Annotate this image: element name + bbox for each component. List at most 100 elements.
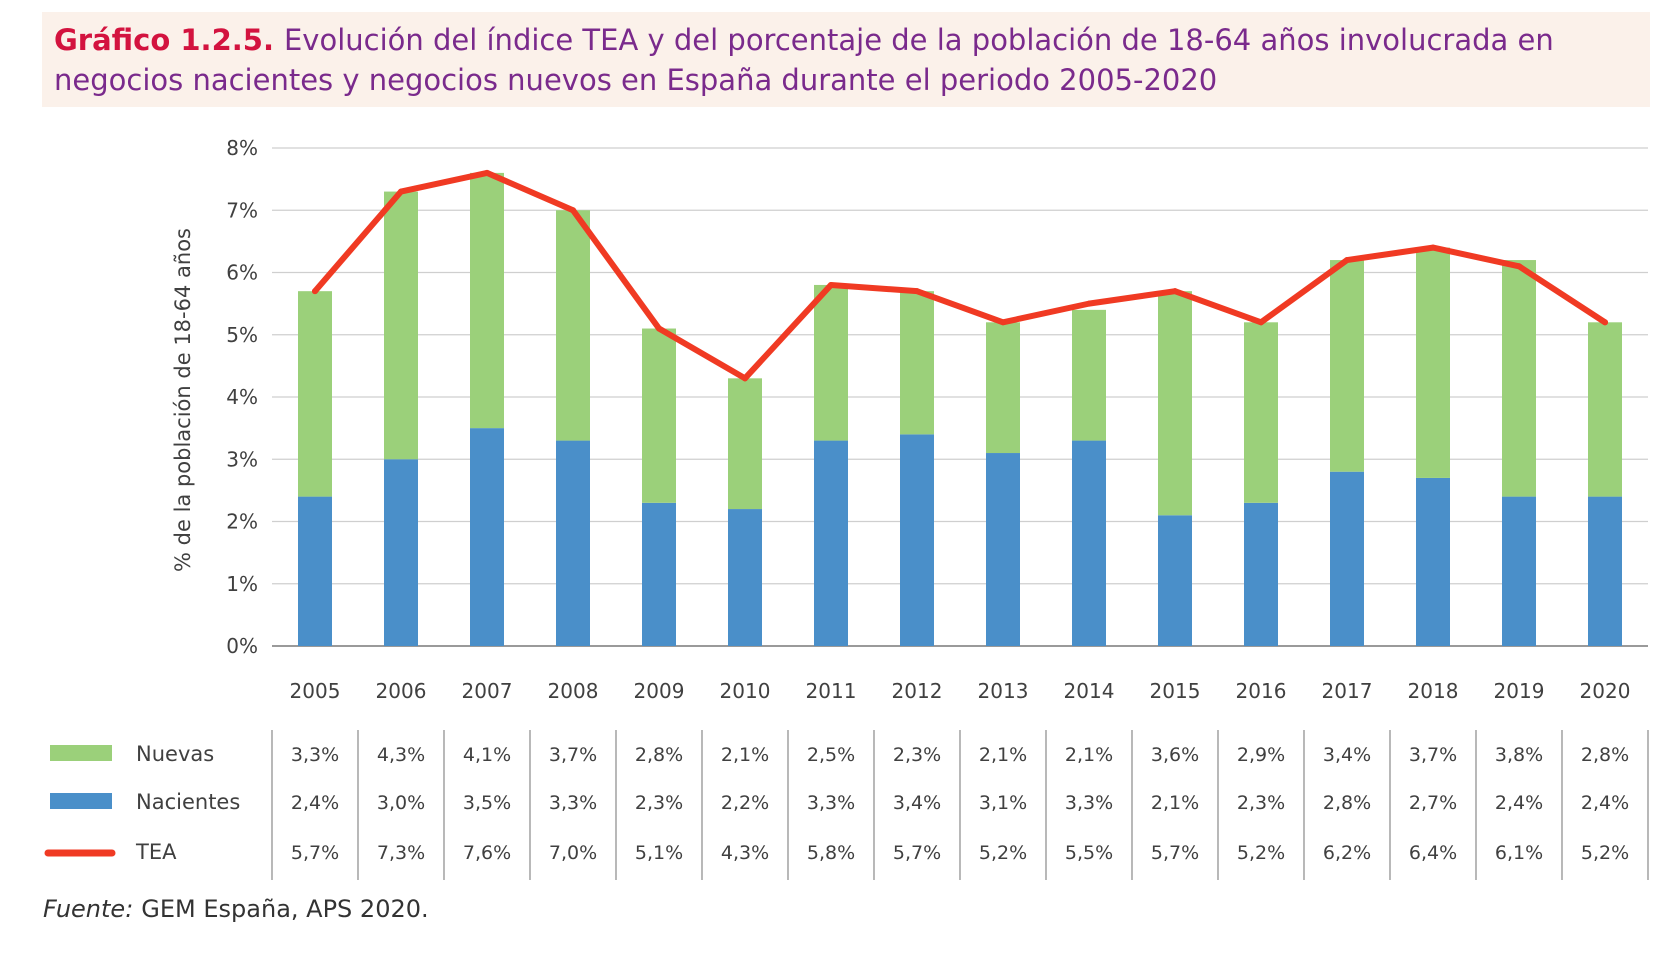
table-cell: 2,4% bbox=[1581, 792, 1629, 814]
x-tick-label: 2012 bbox=[892, 679, 943, 703]
table-cell: 2,3% bbox=[1237, 792, 1285, 814]
legend-label-nuevas: Nuevas bbox=[136, 742, 214, 766]
chart-title-prefix: Gráfico 1.2.5. bbox=[54, 23, 274, 57]
y-tick-label: 8% bbox=[226, 136, 258, 160]
point-tea bbox=[1258, 319, 1264, 326]
legend-label-nacientes: Nacientes bbox=[136, 790, 240, 814]
table-cell: 3,6% bbox=[1151, 744, 1199, 766]
point-tea bbox=[570, 207, 576, 214]
table-cell: 3,8% bbox=[1495, 744, 1543, 766]
bar-nuevas bbox=[298, 291, 332, 497]
x-tick-label: 2005 bbox=[290, 679, 341, 703]
table-cell: 3,3% bbox=[1065, 792, 1113, 814]
point-tea bbox=[742, 375, 748, 382]
table-cell: 5,7% bbox=[291, 842, 339, 864]
bar-nuevas bbox=[728, 378, 762, 510]
source-note: Fuente: GEM España, APS 2020. bbox=[43, 895, 429, 923]
chart-title-text-1: Evolución del índice TEA y del porcentaj… bbox=[283, 23, 1554, 57]
table-cell: 7,0% bbox=[549, 842, 597, 864]
y-tick-label: 5% bbox=[226, 323, 258, 347]
y-tick-label: 1% bbox=[226, 572, 258, 596]
bar-nacientes bbox=[900, 434, 934, 646]
table-cell: 6,2% bbox=[1323, 842, 1371, 864]
point-tea bbox=[1000, 319, 1006, 326]
table-cell: 2,4% bbox=[1495, 792, 1543, 814]
bar-nuevas bbox=[900, 291, 934, 435]
table-cell: 3,4% bbox=[893, 792, 941, 814]
table-cell: 5,8% bbox=[807, 842, 855, 864]
point-tea bbox=[828, 281, 834, 288]
x-tick-label: 2017 bbox=[1322, 679, 1373, 703]
point-tea bbox=[1086, 300, 1092, 307]
table-cell: 3,1% bbox=[979, 792, 1027, 814]
table-cell: 3,7% bbox=[1409, 744, 1457, 766]
table-cell: 3,3% bbox=[549, 792, 597, 814]
bar-nacientes bbox=[384, 459, 418, 646]
point-tea bbox=[484, 169, 490, 176]
source-prefix: Fuente: bbox=[43, 895, 134, 923]
table-cell: 2,1% bbox=[1151, 792, 1199, 814]
y-tick-label: 4% bbox=[226, 385, 258, 409]
bar-nuevas bbox=[1072, 309, 1106, 441]
table-cell: 2,1% bbox=[979, 744, 1027, 766]
y-tick-label: 7% bbox=[226, 198, 258, 222]
table-cell: 2,8% bbox=[1323, 792, 1371, 814]
bar-nacientes bbox=[470, 428, 504, 646]
source-text: GEM España, APS 2020. bbox=[141, 895, 429, 923]
table-cell: 3,3% bbox=[807, 792, 855, 814]
table-cell: 3,7% bbox=[549, 744, 597, 766]
bar-nuevas bbox=[814, 284, 848, 441]
line-tea bbox=[312, 169, 1608, 382]
bar-nuevas bbox=[1158, 291, 1192, 516]
bar-nuevas bbox=[1502, 260, 1536, 497]
point-tea bbox=[312, 288, 318, 295]
y-tick-label: 0% bbox=[226, 634, 258, 658]
x-tick-label: 2010 bbox=[720, 679, 771, 703]
bar-nacientes bbox=[1416, 477, 1450, 646]
bar-nacientes bbox=[814, 440, 848, 646]
chart-title-box: Gráfico 1.2.5. Evolución del índice TEA y… bbox=[42, 12, 1650, 107]
point-tea bbox=[656, 325, 662, 332]
bar-nacientes bbox=[642, 502, 676, 646]
x-tick-label: 2007 bbox=[462, 679, 513, 703]
bar-nuevas bbox=[384, 191, 418, 460]
table-cell: 2,9% bbox=[1237, 744, 1285, 766]
point-tea bbox=[1602, 319, 1608, 326]
table-cell: 2,1% bbox=[1065, 744, 1113, 766]
table-cell: 5,5% bbox=[1065, 842, 1113, 864]
table-cell: 3,4% bbox=[1323, 744, 1371, 766]
table-cell: 6,1% bbox=[1495, 842, 1543, 864]
x-tick-label: 2016 bbox=[1236, 679, 1287, 703]
x-tick-label: 2020 bbox=[1580, 679, 1631, 703]
table-cell: 2,1% bbox=[721, 744, 769, 766]
point-tea bbox=[1430, 244, 1436, 251]
table-cell: 4,3% bbox=[721, 842, 769, 864]
point-tea bbox=[1516, 263, 1522, 270]
point-tea bbox=[914, 288, 920, 295]
legend-label-tea: TEA bbox=[135, 840, 177, 864]
bar-nuevas bbox=[1244, 322, 1278, 503]
table-cell: 6,4% bbox=[1409, 842, 1457, 864]
table-cell: 4,1% bbox=[463, 744, 511, 766]
table-cell: 5,7% bbox=[1151, 842, 1199, 864]
bar-nuevas bbox=[642, 328, 676, 503]
table-cell: 4,3% bbox=[377, 744, 425, 766]
bar-nacientes bbox=[1158, 515, 1192, 646]
x-tick-label: 2006 bbox=[376, 679, 427, 703]
table-cell: 7,6% bbox=[463, 842, 511, 864]
bar-nacientes bbox=[986, 453, 1020, 646]
bar-nacientes bbox=[1588, 496, 1622, 646]
legend-swatch-nacientes bbox=[50, 793, 112, 809]
y-tick-label: 3% bbox=[226, 447, 258, 471]
legend-swatch-nuevas bbox=[50, 745, 112, 761]
bar-nacientes bbox=[298, 496, 332, 646]
y-axis-label: % de la población de 18-64 años bbox=[171, 228, 195, 572]
table-cell: 5,2% bbox=[1581, 842, 1629, 864]
bar-nacientes bbox=[1072, 440, 1106, 646]
bar-nacientes bbox=[556, 440, 590, 646]
x-tick-label: 2019 bbox=[1494, 679, 1545, 703]
table-cell: 3,0% bbox=[377, 792, 425, 814]
y-tick-label: 6% bbox=[226, 261, 258, 285]
x-tick-label: 2015 bbox=[1150, 679, 1201, 703]
